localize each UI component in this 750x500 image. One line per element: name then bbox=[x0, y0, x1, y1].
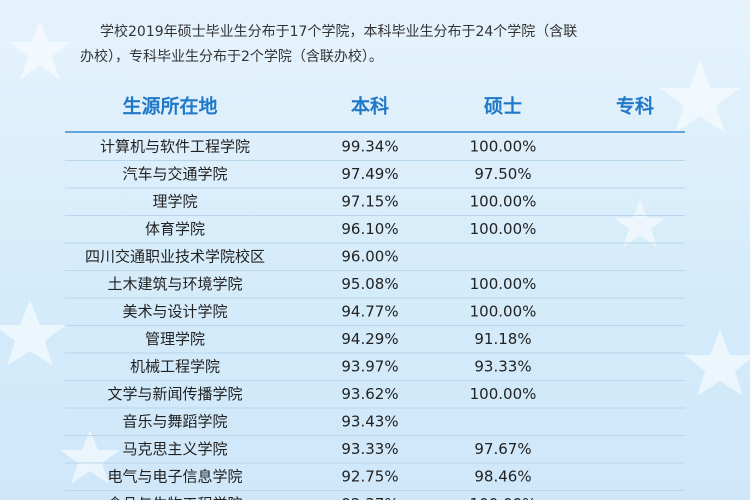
cell-value: 100.00% bbox=[470, 495, 537, 500]
cell-value: 100.00% bbox=[470, 302, 537, 320]
cell-value: 100.00% bbox=[470, 275, 537, 293]
cell-value: 93.33% bbox=[474, 357, 531, 375]
cell-value: 94.77% bbox=[341, 302, 398, 320]
column-header: 生源所在地 bbox=[122, 95, 217, 118]
row-label: 管理学院 bbox=[145, 330, 205, 348]
row-label: 电气与电子信息学院 bbox=[107, 467, 242, 485]
cell-value: 97.67% bbox=[474, 440, 531, 458]
cell-value: 100.00% bbox=[470, 137, 537, 155]
row-label: 食品与生物工程学院 bbox=[107, 495, 242, 500]
row-label: 体育学院 bbox=[145, 220, 205, 238]
cell-value: 99.34% bbox=[341, 137, 398, 155]
cell-value: 93.43% bbox=[341, 412, 398, 430]
row-label: 机械工程学院 bbox=[130, 357, 220, 375]
background-stars bbox=[0, 20, 750, 484]
cell-value: 92.75% bbox=[341, 467, 398, 485]
cell-value: 97.50% bbox=[474, 165, 531, 183]
row-label: 美术与设计学院 bbox=[122, 302, 227, 320]
row-label: 音乐与舞蹈学院 bbox=[122, 412, 227, 430]
cell-value: 93.62% bbox=[341, 385, 398, 403]
cell-value: 97.15% bbox=[341, 192, 398, 210]
cell-value: 96.00% bbox=[341, 247, 398, 265]
cell-value: 98.46% bbox=[474, 467, 531, 485]
cell-value: 100.00% bbox=[470, 192, 537, 210]
cell-value: 92.37% bbox=[341, 495, 398, 500]
column-header: 本科 bbox=[351, 95, 389, 118]
row-label: 四川交通职业技术学院校区 bbox=[85, 247, 265, 265]
row-label: 马克思主义学院 bbox=[122, 440, 227, 458]
cell-value: 93.97% bbox=[341, 357, 398, 375]
cell-value: 94.29% bbox=[341, 330, 398, 348]
cell-value: 93.33% bbox=[341, 440, 398, 458]
cell-value: 100.00% bbox=[470, 385, 537, 403]
intro-line: 学校2019年硕士毕业生分布于17个学院，本科毕业生分布于24个学院（含联 bbox=[100, 23, 577, 40]
row-label: 理学院 bbox=[152, 192, 197, 210]
cell-value: 100.00% bbox=[470, 220, 537, 238]
row-label: 土木建筑与环境学院 bbox=[107, 275, 242, 293]
column-header: 硕士 bbox=[484, 96, 522, 118]
column-header: 专科 bbox=[616, 95, 654, 118]
intro-line: 办校），专科毕业生分布于2个学院（含联办校）。 bbox=[80, 48, 383, 65]
cell-value: 97.49% bbox=[341, 165, 398, 183]
cell-value: 96.10% bbox=[341, 220, 398, 238]
cell-value: 95.08% bbox=[341, 275, 398, 293]
row-label: 计算机与软件工程学院 bbox=[100, 137, 250, 155]
cell-value: 91.18% bbox=[474, 330, 531, 348]
row-label: 汽车与交通学院 bbox=[122, 165, 227, 183]
row-label: 文学与新闻传播学院 bbox=[107, 385, 242, 403]
